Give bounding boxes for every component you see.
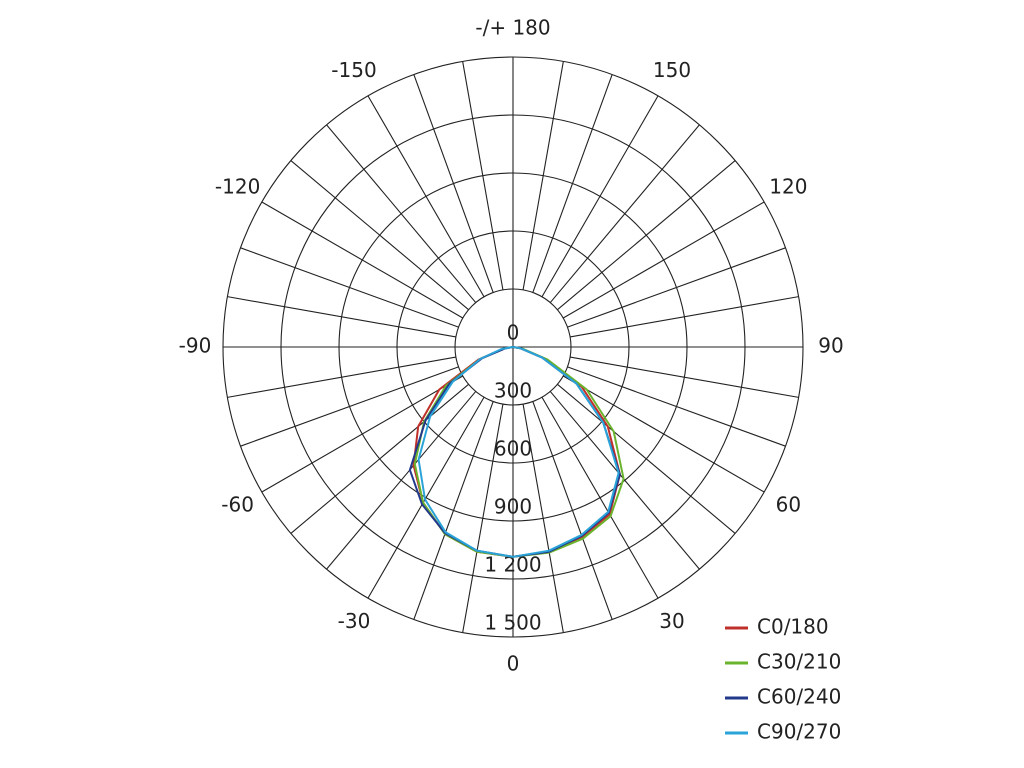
angle-tick-label: 90 — [818, 334, 843, 358]
legend-label: C60/240 — [757, 685, 841, 709]
spoke — [227, 356, 456, 398]
spoke — [367, 95, 485, 298]
spoke — [532, 74, 613, 293]
spoke — [413, 401, 494, 620]
spoke — [240, 366, 459, 447]
spoke — [240, 247, 459, 328]
spoke — [570, 296, 799, 338]
spoke — [326, 391, 477, 570]
legend-label: C90/270 — [757, 720, 841, 744]
r-tick-label: 300 — [494, 379, 532, 403]
spoke — [227, 296, 456, 338]
spoke — [541, 396, 659, 599]
spoke — [562, 375, 765, 493]
spoke — [522, 404, 564, 633]
angle-tick-label: -30 — [338, 609, 371, 633]
angle-tick-label: 30 — [659, 609, 684, 633]
r-tick-label: 900 — [494, 495, 532, 519]
angle-tick-label: 150 — [653, 58, 691, 82]
angle-tick-label: -/+ 180 — [475, 16, 550, 40]
spoke — [562, 201, 765, 319]
spoke — [532, 401, 613, 620]
spoke — [326, 124, 477, 303]
r-tick-label: 600 — [494, 437, 532, 461]
spoke — [549, 124, 700, 303]
spoke — [567, 247, 786, 328]
spoke — [567, 366, 786, 447]
spoke — [367, 396, 485, 599]
spoke — [549, 391, 700, 570]
legend-label: C30/210 — [757, 650, 841, 674]
spoke — [462, 404, 504, 633]
spoke — [557, 160, 736, 311]
spoke — [290, 160, 469, 311]
r-tick-label: 1 500 — [484, 611, 541, 635]
angle-tick-label: -90 — [179, 334, 212, 358]
angle-tick-label: 60 — [776, 493, 801, 517]
series-line — [417, 346, 620, 558]
spoke — [261, 375, 464, 493]
angle-tick-label: 0 — [507, 652, 520, 676]
spoke — [557, 383, 736, 534]
angle-tick-label: 120 — [769, 175, 807, 199]
spoke — [570, 356, 799, 398]
angle-tick-label: -120 — [215, 175, 260, 199]
r-tick-label: 0 — [507, 321, 520, 345]
angle-tick-label: -60 — [221, 493, 254, 517]
angle-tick-label: -150 — [331, 58, 376, 82]
spoke — [462, 61, 504, 290]
spoke — [290, 383, 469, 534]
legend-label: C0/180 — [757, 615, 829, 639]
spoke — [413, 74, 494, 293]
spoke — [261, 201, 464, 319]
spoke — [541, 95, 659, 298]
spoke — [522, 61, 564, 290]
